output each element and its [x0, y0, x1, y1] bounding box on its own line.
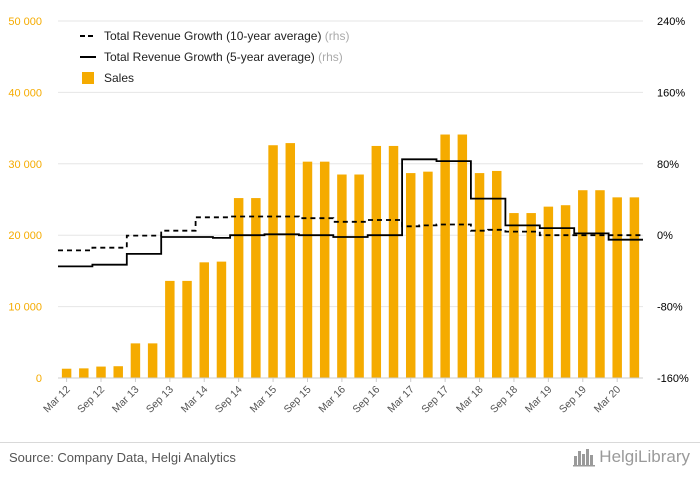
sales-bar [233, 198, 244, 378]
legend-label: Total Revenue Growth (5-year average) (r… [104, 50, 343, 64]
x-tick-label: Mar 16 [316, 384, 348, 416]
sales-bar [560, 205, 571, 378]
x-tick-label: Sep 19 [557, 384, 589, 416]
legend-label-text: Sales [104, 71, 134, 85]
source-note: Source: Company Data, Helgi Analytics [9, 450, 236, 465]
logo-text: HelgiLibrary [599, 447, 690, 466]
x-tick-label: Mar 20 [592, 384, 624, 416]
growth-5y-line [58, 158, 643, 268]
x-tick-label: Sep 12 [75, 384, 107, 416]
legend-label-text: Total Revenue Growth (5-year average) [104, 50, 315, 64]
y-right-tick-label: 240% [657, 16, 685, 28]
sales-bar [216, 261, 227, 378]
sales-bar [371, 145, 382, 378]
sales-bar [285, 143, 296, 378]
x-tick-label: Mar 17 [385, 384, 417, 416]
x-tick-label: Sep 15 [282, 384, 314, 416]
y-left-tick-label: 10 000 [8, 302, 42, 314]
sales-bar [440, 134, 450, 378]
legend-label-suffix: (rhs) [315, 50, 343, 64]
y-left-tick-label: 30 000 [8, 159, 42, 171]
y-left-tick-label: 50 000 [8, 16, 42, 28]
x-tick-label: Sep 18 [488, 384, 520, 416]
sales-bar [543, 206, 554, 378]
sales-bar [457, 134, 468, 378]
y-left-tick-label: 40 000 [8, 87, 42, 99]
y-right-tick-label: -160% [657, 373, 689, 385]
sales-bar [199, 262, 209, 378]
x-tick-label: Sep 17 [419, 384, 451, 416]
sales-bar [612, 197, 622, 378]
x-tick-label: Mar 12 [41, 384, 73, 416]
sales-bar [113, 366, 123, 378]
sales-bar [79, 368, 89, 378]
gridlines [58, 20, 643, 379]
sales-bar [526, 213, 536, 378]
y-left-tick-label: 20 000 [8, 230, 42, 242]
sales-bar [474, 173, 485, 378]
sales-bar [629, 197, 640, 378]
x-tick-label: Mar 15 [248, 384, 280, 416]
sales-bar [251, 198, 261, 378]
sales-bar [130, 343, 141, 378]
legend-label-text: Total Revenue Growth (10-year average) [104, 29, 321, 43]
growth-lines [58, 158, 643, 268]
sales-bar [182, 280, 192, 378]
legend-sales-swatch [82, 72, 94, 84]
sales-bar [165, 280, 175, 378]
sales-bar [405, 173, 416, 378]
city-skyline-icon [573, 449, 596, 467]
sales-bar [147, 343, 158, 378]
sales-bar [388, 145, 399, 378]
x-tick-label: Sep 16 [350, 384, 382, 416]
legend: Total Revenue Growth (10-year average) (… [80, 29, 349, 85]
y-right-tick-label: 80% [657, 159, 679, 171]
sales-bar [509, 213, 519, 378]
y-right-tick-label: 160% [657, 87, 685, 99]
legend-label: Sales [104, 71, 134, 85]
legend-label: Total Revenue Growth (10-year average) (… [104, 29, 349, 43]
sales-bar [61, 368, 72, 378]
x-tick-label: Mar 14 [179, 384, 211, 416]
legend-label-suffix: (rhs) [321, 29, 349, 43]
sales-bar [302, 161, 313, 378]
y-right-tick-label: 0% [657, 230, 673, 242]
y-right-tick-label: -80% [657, 302, 683, 314]
helgi-library-logo[interactable]: HelgiLibrary [573, 447, 690, 467]
y-left-tick-label: 0 [36, 373, 42, 385]
x-tick-label: Mar 18 [454, 384, 486, 416]
sales-bars [61, 134, 640, 378]
combo-chart: 0 10 000 20 000 30 000 40 000 50 000 -160% -80%… [8, 16, 689, 416]
sales-bar [423, 171, 433, 378]
sales-bar [354, 174, 364, 378]
sales-bar [96, 366, 106, 378]
sales-bar [337, 174, 347, 378]
growth-10y-line [58, 215, 643, 252]
x-tick-label: Mar 19 [523, 384, 555, 416]
x-tick-label: Sep 14 [213, 384, 245, 416]
sales-bar [578, 190, 588, 378]
sales-bar [492, 170, 502, 378]
sales-bar [595, 190, 605, 378]
x-tick-label: Mar 13 [110, 384, 142, 416]
sales-bar [268, 145, 278, 378]
footer-divider [0, 442, 700, 443]
x-tick-label: Sep 13 [144, 384, 176, 416]
sales-bar [319, 161, 330, 378]
